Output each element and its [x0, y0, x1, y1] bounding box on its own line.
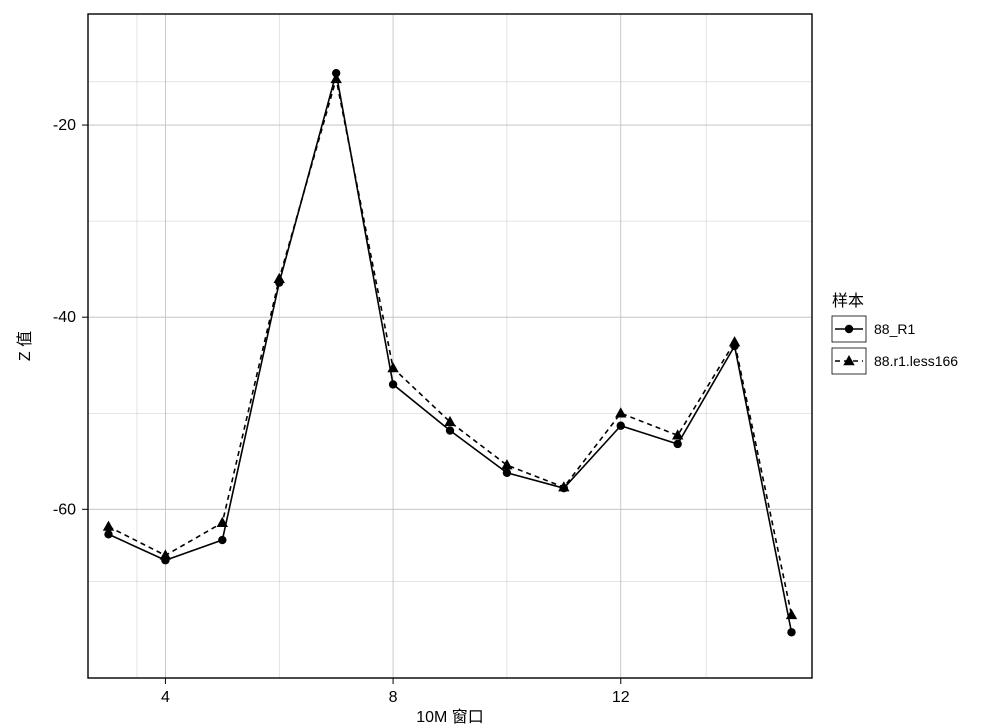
marker-circle	[389, 380, 397, 388]
marker-circle	[673, 440, 681, 448]
legend-label: 88_R1	[874, 321, 915, 337]
legend-label: 88.r1.less166	[874, 353, 958, 369]
legend-title: 样本	[832, 292, 864, 310]
line-chart: 4 8 12 10M 窗口 -60 -40 -20 Z 值 样本 88_R1 88.r1.less1…	[0, 0, 1000, 728]
x-tick-label: 4	[161, 689, 170, 706]
marker-circle	[104, 530, 112, 538]
marker-circle	[503, 469, 511, 477]
x-axis-label: 10M 窗口	[416, 708, 484, 726]
y-axis-label: Z 值	[16, 331, 34, 361]
marker-circle	[617, 422, 625, 430]
chart-svg: 4 8 12 10M 窗口 -60 -40 -20 Z 值 样本 88_R1 88.r1.less1…	[0, 0, 1000, 728]
x-tick-label: 12	[612, 689, 630, 706]
y-tick-label: -60	[53, 501, 76, 518]
plot-panel	[88, 14, 812, 678]
marker-circle	[446, 426, 454, 434]
marker-circle	[845, 325, 853, 333]
x-tick-label: 8	[389, 689, 398, 706]
legend: 样本 88_R1 88.r1.less166	[832, 292, 958, 374]
y-tick-label: -20	[53, 117, 76, 134]
marker-circle	[787, 628, 795, 636]
y-tick-label: -40	[53, 309, 76, 326]
marker-circle	[218, 536, 226, 544]
